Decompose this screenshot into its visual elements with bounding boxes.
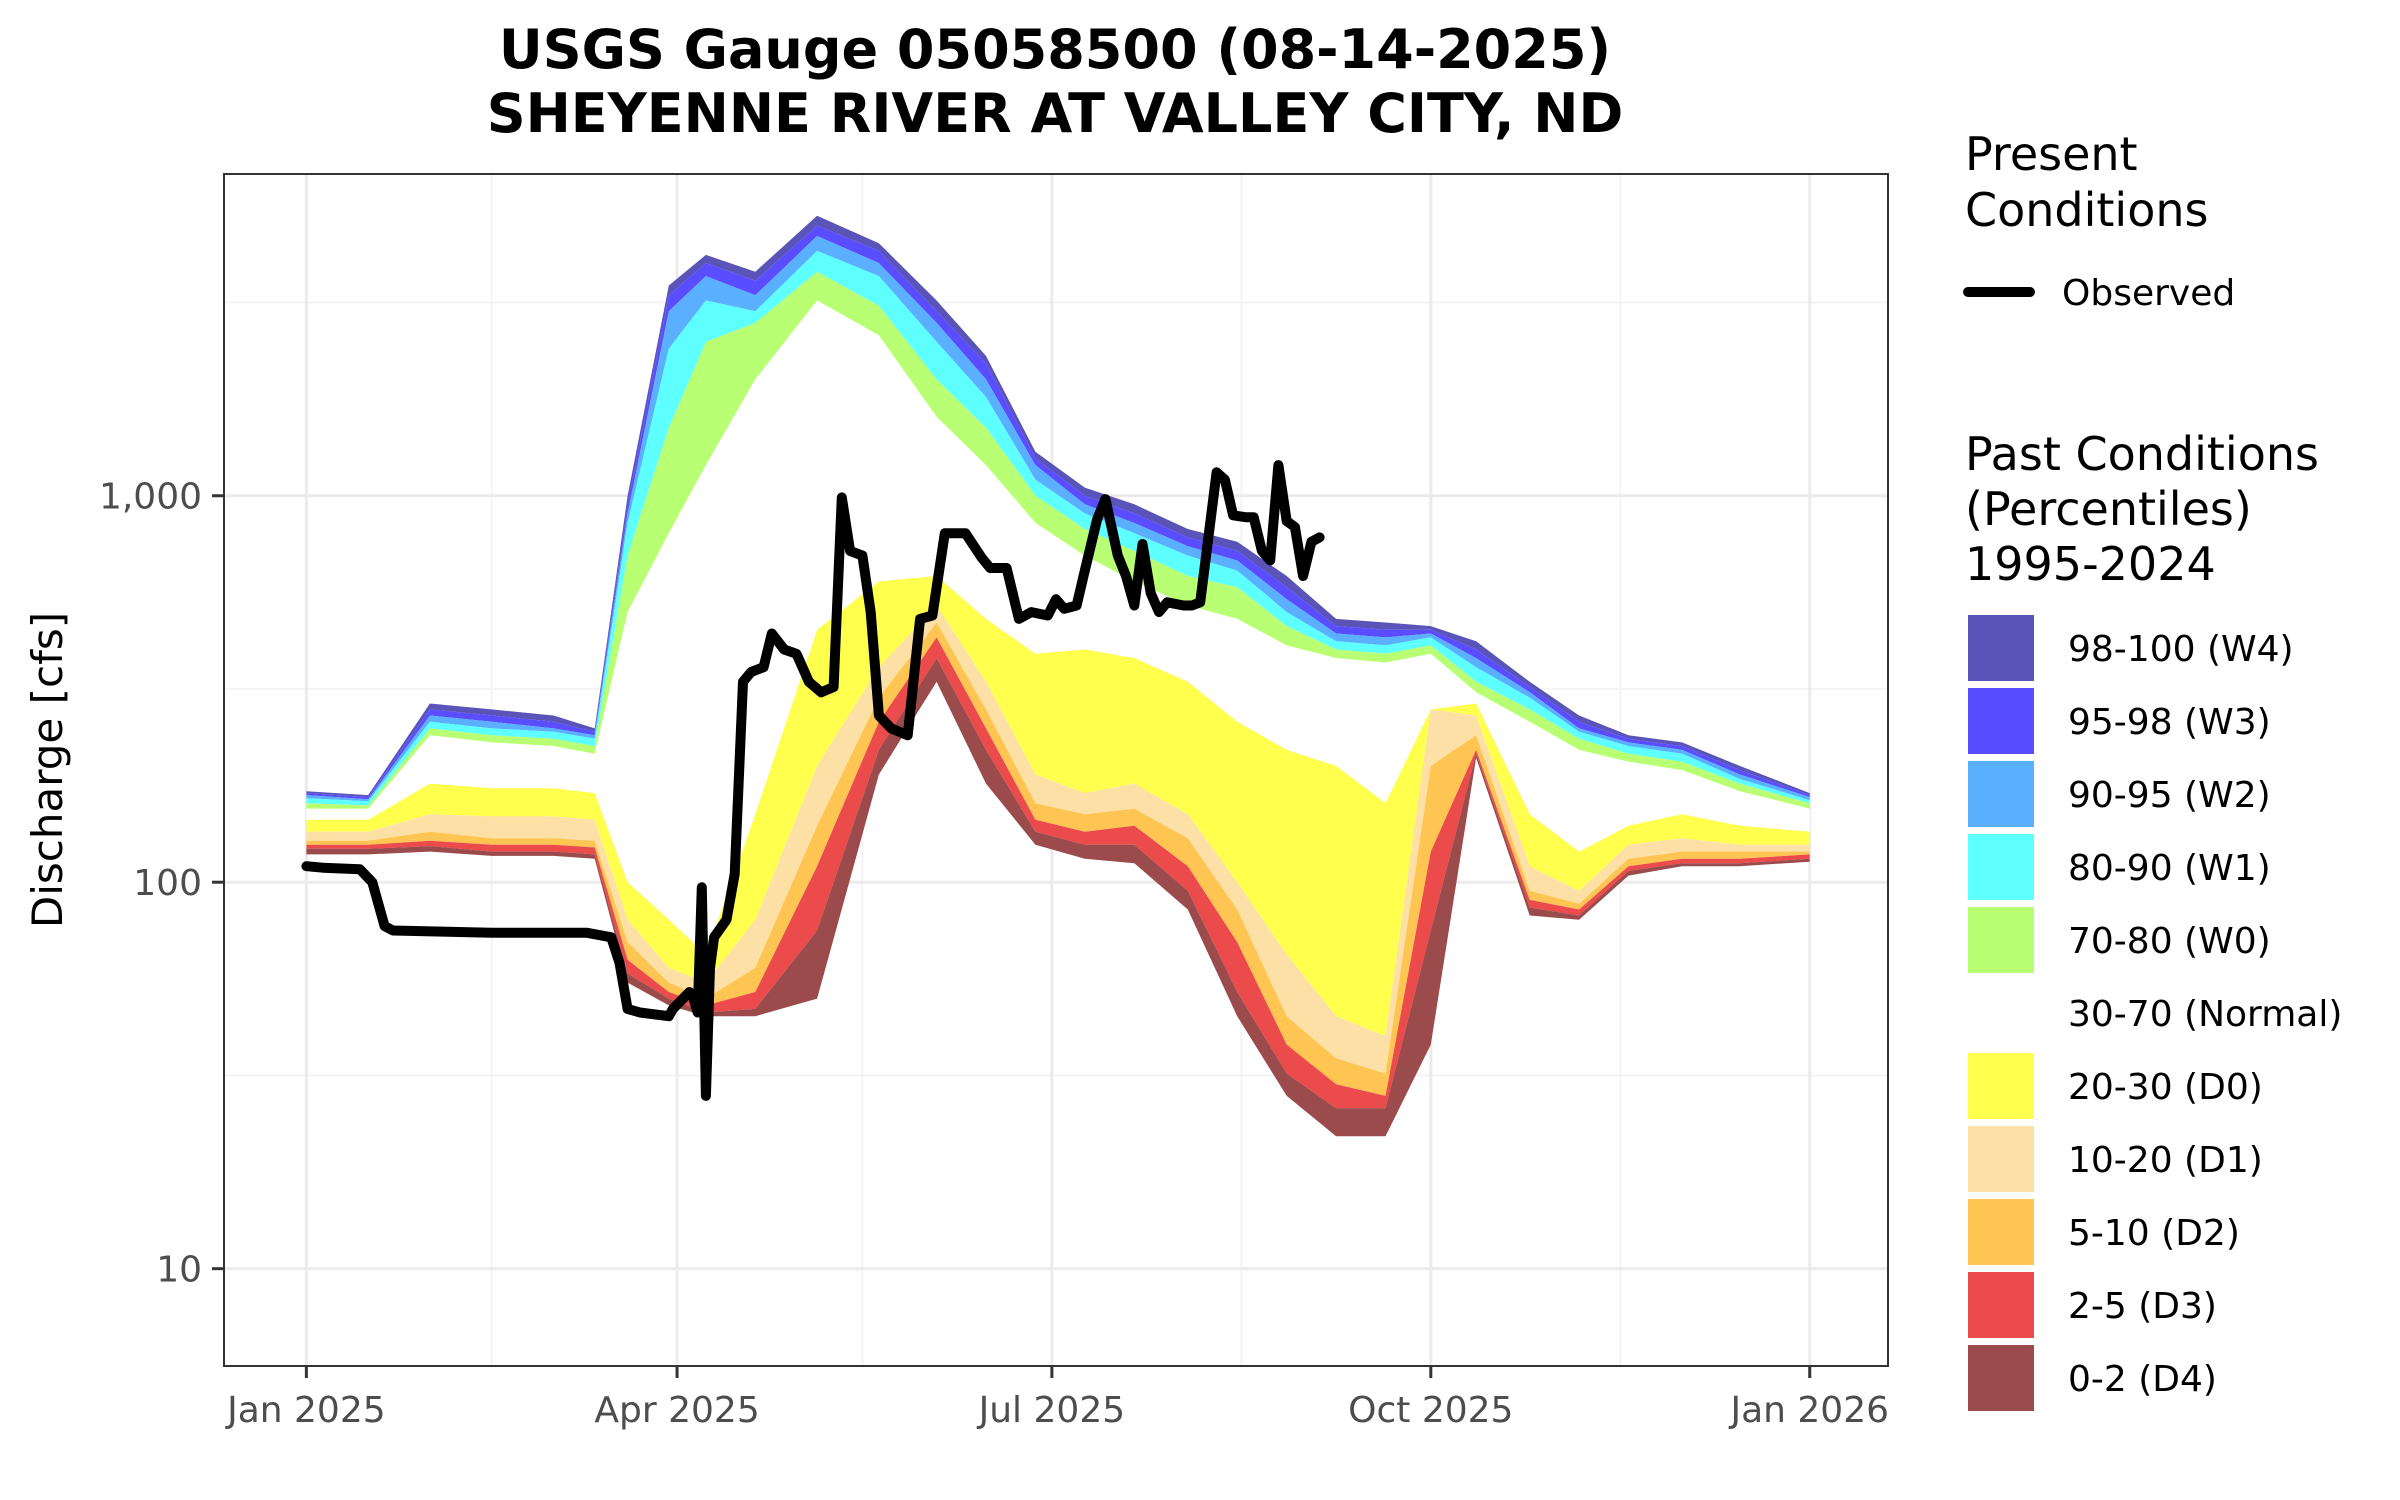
percentile-bands [306,215,1810,1137]
legend-present-title-line2: Conditions [1965,183,2208,237]
legend: Present Conditions Observed Past Conditi… [1963,127,2342,1411]
legend-swatch-70-80-w0- [1968,907,2034,973]
legend-past-title-line3: 1995-2024 [1965,537,2216,591]
legend-label-30-70-normal-: 30-70 (Normal) [2068,994,2342,1035]
plot-panel-border [223,173,1889,1367]
x-tick-label-1: Apr 2025 [594,1390,759,1431]
legend-swatch-2-5-d3- [1968,1272,2034,1338]
y-tick-label-2: 1,000 [99,477,202,518]
legend-label-98-100-w4-: 98-100 (W4) [2068,629,2294,670]
legend-swatch-95-98-w3- [1968,688,2034,754]
y-axis: 10 100 1,000 [99,477,224,1291]
legend-label-0-2-d4-: 0-2 (D4) [2068,1359,2217,1400]
legend-observed-label: Observed [2062,273,2235,314]
y-axis-title: Discharge [cfs] [23,612,72,928]
legend-swatch-0-2-d4- [1968,1345,2034,1411]
legend-past-title-line1: Past Conditions [1965,427,2319,481]
legend-swatch-90-95-w2- [1968,761,2034,827]
x-tick-label-2: Jul 2025 [977,1390,1126,1431]
legend-swatch-10-20-d1- [1968,1126,2034,1192]
band-20-30-d0- [306,576,1810,1036]
observed-line [301,460,1325,1101]
observed-series [301,460,1325,1101]
legend-items: 98-100 (W4) 95-98 (W3) 90-95 (W2) 80-90 (W1… [1968,615,2342,1411]
x-tick-label-4: Jan 2026 [1728,1390,1889,1431]
legend-swatch-5-10-d2- [1968,1199,2034,1265]
x-axis: Jan 2025 Apr 2025 Jul 2025 Oct 2025 Jan 2026 [225,1366,1889,1431]
legend-label-10-20-d1-: 10-20 (D1) [2068,1140,2263,1181]
band-80-90-w1- [306,250,1810,806]
legend-label-20-30-d0-: 20-30 (D0) [2068,1067,2263,1108]
y-tick-label-0: 10 [156,1250,202,1291]
legend-swatch-30-70-normal- [1968,980,2034,1046]
legend-swatch-98-100-w4- [1968,615,2034,681]
legend-label-80-90-w1-: 80-90 (W1) [2068,848,2271,889]
band-70-80-w0- [306,271,1810,809]
x-tick-label-3: Oct 2025 [1348,1390,1513,1431]
x-tick-label-0: Jan 2025 [225,1390,386,1431]
band-10-20-d1- [306,605,1810,1074]
legend-past-title-line2: (Percentiles) [1965,482,2252,536]
legend-present-title-line1: Present [1965,127,2138,181]
legend-label-70-80-w0-: 70-80 (W0) [2068,921,2271,962]
chart-title-line1: USGS Gauge 05058500 (08-14-2025) [499,18,1611,81]
band-0-2-d4- [306,658,1810,1137]
legend-label-90-95-w2-: 90-95 (W2) [2068,775,2271,816]
band-30-70-normal- [306,300,1810,955]
chart-title-line2: SHEYENNE RIVER AT VALLEY CITY, ND [487,82,1624,145]
legend-swatch-20-30-d0- [1968,1053,2034,1119]
legend-label-95-98-w3-: 95-98 (W3) [2068,702,2271,743]
y-tick-label-1: 100 [133,863,202,904]
legend-label-5-10-d2-: 5-10 (D2) [2068,1213,2240,1254]
legend-swatch-80-90-w1- [1968,834,2034,900]
legend-label-2-5-d3-: 2-5 (D3) [2068,1286,2217,1327]
